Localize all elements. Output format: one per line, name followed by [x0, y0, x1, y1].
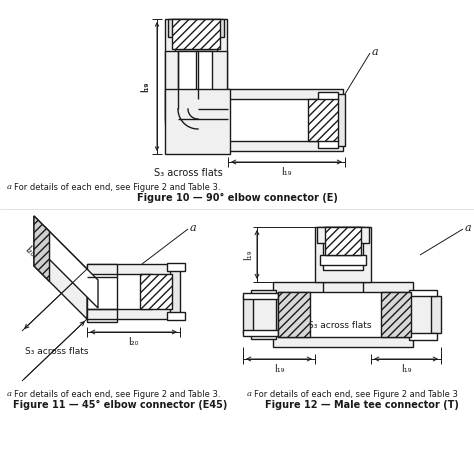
- Bar: [165, 20, 227, 125]
- Bar: [168, 20, 224, 38]
- Bar: [165, 52, 227, 120]
- Bar: [87, 274, 152, 309]
- Bar: [243, 330, 278, 336]
- Text: l₁₉: l₁₉: [140, 82, 150, 92]
- Text: a: a: [247, 389, 252, 397]
- Polygon shape: [34, 217, 87, 319]
- Text: Figure 10 — 90° elbow connector (E): Figure 10 — 90° elbow connector (E): [137, 193, 337, 202]
- Bar: [431, 297, 441, 333]
- Text: l₂₀: l₂₀: [23, 244, 37, 259]
- Bar: [167, 263, 185, 271]
- Text: a: a: [7, 389, 12, 397]
- Bar: [87, 264, 177, 319]
- Text: For details of each end, see Figure 2 and Table 3.: For details of each end, see Figure 2 an…: [14, 389, 220, 398]
- Text: l₁₉: l₁₉: [401, 363, 411, 373]
- Bar: [273, 282, 413, 347]
- Bar: [409, 291, 437, 297]
- Bar: [170, 269, 180, 314]
- Bar: [243, 297, 253, 333]
- Bar: [318, 141, 338, 149]
- Text: For details of each end, see Figure 2 and Table 3: For details of each end, see Figure 2 an…: [254, 389, 458, 398]
- Bar: [140, 274, 172, 309]
- Bar: [178, 52, 198, 102]
- Bar: [196, 52, 212, 102]
- Bar: [381, 292, 411, 337]
- Bar: [323, 228, 363, 270]
- Bar: [315, 228, 371, 282]
- Bar: [335, 95, 345, 147]
- Bar: [175, 38, 217, 52]
- Bar: [228, 90, 343, 151]
- Text: a: a: [190, 223, 197, 233]
- Bar: [251, 291, 276, 339]
- Text: S₃ across flats: S₃ across flats: [308, 320, 372, 329]
- Text: l₁₉: l₁₉: [281, 167, 291, 177]
- Text: a: a: [372, 47, 379, 57]
- Text: l₁₉: l₁₉: [274, 363, 284, 373]
- Text: Figure 12 — Male tee connector (T): Figure 12 — Male tee connector (T): [265, 399, 459, 409]
- Bar: [308, 100, 338, 142]
- Bar: [243, 293, 278, 299]
- Bar: [317, 228, 369, 243]
- Text: For details of each end, see Figure 2 and Table 3.: For details of each end, see Figure 2 an…: [14, 183, 220, 191]
- Bar: [87, 264, 117, 322]
- Bar: [165, 90, 230, 155]
- Polygon shape: [45, 228, 98, 308]
- Bar: [278, 292, 310, 337]
- Bar: [278, 292, 408, 337]
- Bar: [325, 228, 361, 256]
- Bar: [172, 20, 220, 50]
- Text: S₃ across flats: S₃ across flats: [154, 168, 222, 178]
- Bar: [320, 256, 366, 265]
- Bar: [408, 292, 433, 337]
- Text: l₁₉: l₁₉: [243, 249, 253, 260]
- Polygon shape: [34, 217, 49, 282]
- Text: a: a: [465, 223, 472, 233]
- Bar: [318, 93, 338, 101]
- Text: a: a: [7, 183, 12, 190]
- Bar: [167, 312, 185, 320]
- Text: l₂₀: l₂₀: [128, 336, 138, 346]
- Text: S₃ across flats: S₃ across flats: [25, 346, 89, 355]
- Bar: [228, 100, 318, 142]
- Text: l₁₉: l₁₉: [141, 82, 150, 92]
- Text: Figure 11 — 45° elbow connector (E45): Figure 11 — 45° elbow connector (E45): [13, 399, 227, 409]
- Bar: [409, 333, 437, 340]
